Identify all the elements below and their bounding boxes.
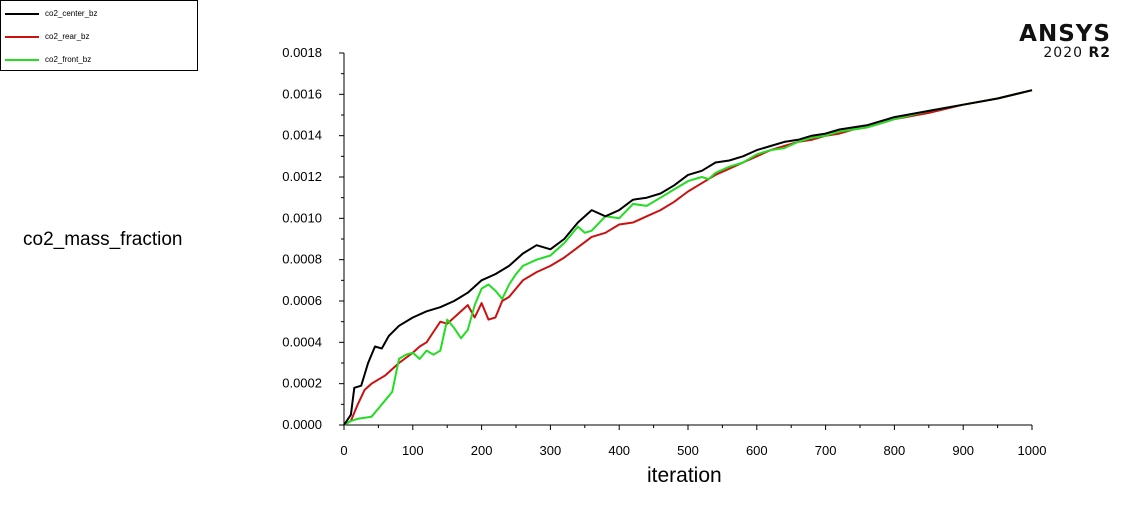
legend: co2_center_bz co2_rear_bz co2_front_bz <box>0 0 198 71</box>
logo-name: ANSYS <box>1019 21 1111 47</box>
x-tick-label: 0 <box>340 443 347 458</box>
y-tick-label: 0.0000 <box>282 417 322 432</box>
y-tick-label: 0.0018 <box>282 45 322 60</box>
legend-swatch-front <box>5 59 39 61</box>
y-tick-label: 0.0010 <box>282 210 322 225</box>
ansys-logo: ANSYS 2020 R2 <box>1019 22 1111 60</box>
series-line-center <box>343 89 1033 426</box>
x-tick-label: 700 <box>815 443 837 458</box>
legend-label-rear: co2_rear_bz <box>45 32 90 41</box>
legend-label-center: co2_center_bz <box>45 9 98 18</box>
x-tick-label: 200 <box>471 443 493 458</box>
series-line-front <box>343 89 1033 426</box>
x-tick-label: 800 <box>884 443 906 458</box>
logo-version: 2020 R2 <box>1019 46 1111 60</box>
series-lines <box>343 89 1033 426</box>
x-tick-label: 1000 <box>1018 443 1047 458</box>
logo-version-release: R2 <box>1088 45 1111 61</box>
x-axis-label: iteration <box>647 464 722 487</box>
y-tick-label: 0.0008 <box>282 252 322 267</box>
x-tick-label: 300 <box>540 443 562 458</box>
y-axis-label: co2_mass_fraction <box>23 229 183 250</box>
legend-swatch-rear <box>5 36 39 38</box>
y-tick-label: 0.0006 <box>282 293 322 308</box>
x-tick-label: 500 <box>677 443 699 458</box>
y-tick-label: 0.0016 <box>282 86 322 101</box>
x-tick-label: 400 <box>608 443 630 458</box>
x-tick-label: 600 <box>746 443 768 458</box>
axes: 0.0000 0.0002 0.0004 0.0006 0.0008 0.0010 0.00… <box>282 45 1046 458</box>
y-tick-label: 0.0014 <box>282 128 322 143</box>
logo-version-year: 2020 <box>1043 45 1084 61</box>
x-tick-label: 900 <box>952 443 974 458</box>
y-tick-label: 0.0012 <box>282 169 322 184</box>
legend-label-front: co2_front_bz <box>45 55 92 64</box>
legend-swatch-center <box>5 13 39 15</box>
series-line-rear <box>343 89 1033 426</box>
y-tick-label: 0.0004 <box>282 334 322 349</box>
x-tick-label: 100 <box>402 443 424 458</box>
y-tick-label: 0.0002 <box>282 376 322 391</box>
